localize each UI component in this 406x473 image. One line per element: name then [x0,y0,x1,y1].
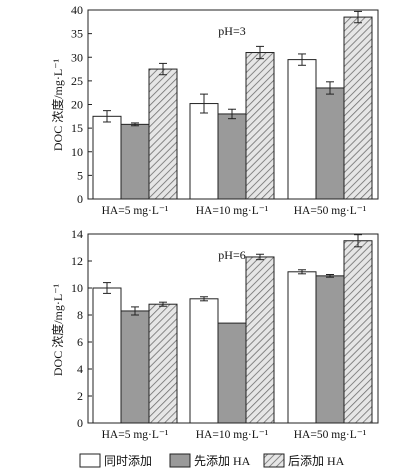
y-tick-label: 25 [71,74,83,88]
bar [189,103,219,200]
y-tick-label: 5 [77,168,83,182]
bar [343,16,373,200]
bar [217,113,247,200]
legend: 同时添加 先添加 HA 后添加 HA [79,453,345,468]
x-tick-label: HA=50 mg·L⁻¹ [294,429,367,441]
y-axis: 0 2 4 6 8 10 12 14 [71,227,92,430]
bar [148,303,178,424]
y-tick-label: 14 [71,227,83,241]
y-tick-label: 6 [77,335,83,349]
y-tick-label: 40 [71,3,83,17]
y-tick-label: 2 [77,389,83,403]
bar [92,115,122,200]
bars [92,234,373,424]
chart-ph3: 0 5 10 15 20 25 30 35 40 pH=3 DOC 浓度/mg·L⁻¹ HA=5… [50,3,379,217]
y-tick-label: 35 [71,27,83,41]
bar [315,87,345,200]
x-tick-label: HA=5 mg·L⁻¹ [102,429,169,441]
bar [92,287,122,424]
y-axis-label: DOC 浓度/mg·L⁻¹ [50,58,65,151]
legend-swatch [263,453,285,468]
bar [245,52,275,200]
bar [343,240,373,424]
y-tick-label: 20 [71,98,83,112]
bar [287,59,317,200]
y-tick-label: 12 [71,254,83,268]
ph-annotation: pH=3 [218,24,245,38]
bar [217,322,247,424]
legend-item-simultaneous: 同时添加 [79,453,152,468]
x-tick-label: HA=5 mg·L⁻¹ [102,205,169,217]
bar [315,275,345,424]
legend-label: 同时添加 [104,454,152,468]
bar [287,271,317,424]
y-axis: 0 5 10 15 20 25 30 35 40 [71,3,92,206]
legend-swatch [169,453,191,468]
y-tick-label: 10 [71,145,83,159]
legend-item-ha-after: 后添加 HA [263,453,345,468]
legend-swatch [79,453,101,468]
y-tick-label: 4 [77,362,83,376]
y-tick-label: 30 [71,50,83,64]
bar [120,310,150,424]
bar [120,123,150,200]
y-tick-label: 15 [71,121,83,135]
x-tick-label: HA=50 mg·L⁻¹ [294,205,367,217]
ph-annotation: pH=6 [218,248,245,262]
x-tick-label: HA=10 mg·L⁻¹ [196,205,269,217]
legend-label: 后添加 HA [288,454,345,468]
y-axis-label: DOC 浓度/mg·L⁻¹ [50,283,65,376]
x-tick-label: HA=10 mg·L⁻¹ [196,429,269,441]
bar [189,298,219,424]
y-tick-label: 10 [71,281,83,295]
chart-ph6: 0 2 4 6 8 10 12 14 pH=6 DOC 浓度/mg·L⁻¹ HA=5 mg·L… [50,227,379,441]
y-tick-label: 0 [77,192,83,206]
bar [148,68,178,200]
bars [92,10,373,200]
x-axis: HA=5 mg·L⁻¹ HA=10 mg·L⁻¹ HA=50 mg·L⁻¹ [102,205,367,217]
y-tick-label: 8 [77,308,83,322]
bar [245,256,275,424]
x-axis: HA=5 mg·L⁻¹ HA=10 mg·L⁻¹ HA=50 mg·L⁻¹ [102,429,367,441]
legend-label: 先添加 HA [194,454,251,468]
y-tick-label: 0 [77,416,83,430]
legend-item-ha-first: 先添加 HA [169,453,251,468]
